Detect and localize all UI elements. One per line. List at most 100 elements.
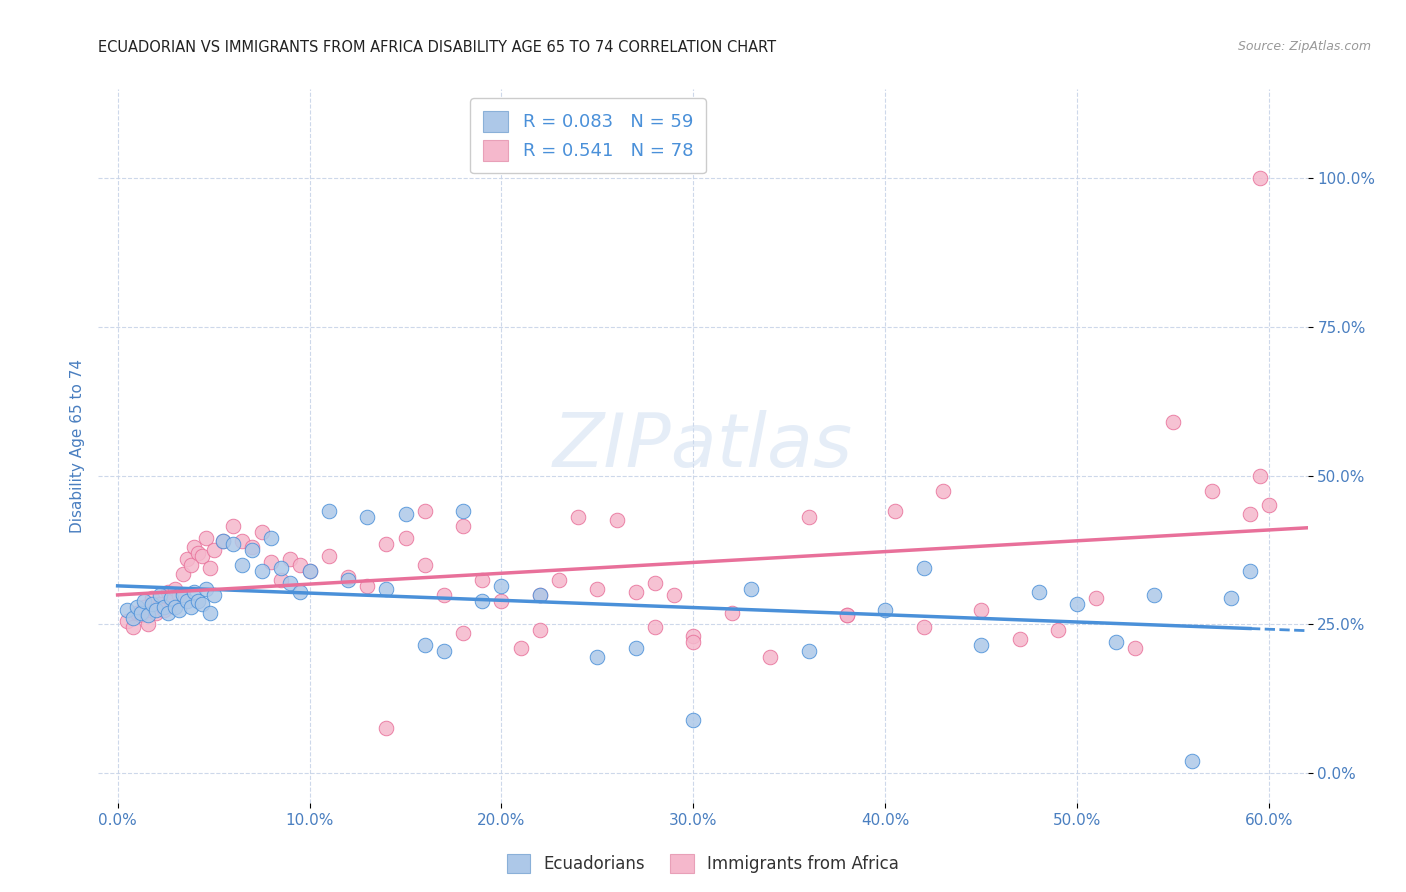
Point xyxy=(134,599,156,614)
Point xyxy=(970,602,993,616)
Point xyxy=(912,561,935,575)
Point xyxy=(740,582,762,596)
Point xyxy=(183,540,205,554)
Point xyxy=(318,504,340,518)
Point xyxy=(115,615,138,629)
Point xyxy=(280,575,302,590)
Point xyxy=(152,599,174,614)
Point xyxy=(191,597,214,611)
Point xyxy=(835,608,858,623)
Point xyxy=(260,531,283,545)
Point xyxy=(394,531,416,545)
Point xyxy=(134,593,156,607)
Point xyxy=(664,588,686,602)
Point xyxy=(375,582,398,596)
Point xyxy=(413,638,436,652)
Point xyxy=(1161,415,1184,429)
Point xyxy=(567,510,589,524)
Point xyxy=(198,606,221,620)
Point xyxy=(875,602,897,616)
Point xyxy=(1085,591,1108,605)
Point xyxy=(336,570,359,584)
Point xyxy=(1219,591,1241,605)
Point xyxy=(1249,468,1271,483)
Point xyxy=(451,519,474,533)
Point xyxy=(682,635,704,649)
Point xyxy=(1181,754,1204,768)
Point xyxy=(167,602,190,616)
Point xyxy=(129,606,152,620)
Point xyxy=(529,624,551,638)
Point xyxy=(548,573,571,587)
Point xyxy=(141,597,163,611)
Point xyxy=(270,573,292,587)
Point xyxy=(1239,508,1261,522)
Point xyxy=(172,588,194,602)
Point xyxy=(152,602,174,616)
Point xyxy=(433,644,456,658)
Point xyxy=(167,588,190,602)
Point xyxy=(529,588,551,602)
Point xyxy=(156,606,179,620)
Text: ZIPatlas: ZIPatlas xyxy=(553,410,853,482)
Point xyxy=(125,606,148,620)
Point xyxy=(136,617,159,632)
Point xyxy=(797,644,820,658)
Point xyxy=(222,519,245,533)
Point xyxy=(187,546,209,560)
Point xyxy=(720,606,742,620)
Point xyxy=(624,584,647,599)
Point xyxy=(644,620,666,634)
Point xyxy=(280,552,302,566)
Point xyxy=(884,504,907,518)
Point xyxy=(529,588,551,602)
Point xyxy=(298,564,321,578)
Point xyxy=(149,588,172,602)
Point xyxy=(932,483,955,498)
Point xyxy=(212,534,235,549)
Point xyxy=(394,508,416,522)
Point xyxy=(122,611,145,625)
Point xyxy=(288,558,311,572)
Point xyxy=(141,591,163,605)
Text: Source: ZipAtlas.com: Source: ZipAtlas.com xyxy=(1237,40,1371,54)
Point xyxy=(759,650,782,665)
Point xyxy=(194,582,217,596)
Y-axis label: Disability Age 65 to 74: Disability Age 65 to 74 xyxy=(69,359,84,533)
Point xyxy=(318,549,340,563)
Point xyxy=(298,564,321,578)
Point xyxy=(970,638,993,652)
Point xyxy=(1008,632,1031,647)
Point xyxy=(644,575,666,590)
Point xyxy=(433,588,456,602)
Text: ECUADORIAN VS IMMIGRANTS FROM AFRICA DISABILITY AGE 65 TO 74 CORRELATION CHART: ECUADORIAN VS IMMIGRANTS FROM AFRICA DIS… xyxy=(98,40,776,55)
Point xyxy=(1028,584,1050,599)
Point xyxy=(129,608,152,623)
Point xyxy=(288,584,311,599)
Point xyxy=(202,588,225,602)
Point xyxy=(1258,499,1281,513)
Point xyxy=(156,584,179,599)
Point xyxy=(356,510,378,524)
Point xyxy=(797,510,820,524)
Point xyxy=(176,593,198,607)
Point xyxy=(149,597,172,611)
Point xyxy=(176,552,198,566)
Point xyxy=(122,620,145,634)
Point xyxy=(413,558,436,572)
Point xyxy=(1047,624,1070,638)
Point xyxy=(682,713,704,727)
Point xyxy=(180,599,202,614)
Point xyxy=(451,626,474,640)
Point xyxy=(160,593,183,607)
Point xyxy=(198,561,221,575)
Point xyxy=(491,579,513,593)
Point xyxy=(912,620,935,634)
Point xyxy=(375,722,398,736)
Point xyxy=(624,641,647,656)
Point xyxy=(125,599,148,614)
Point xyxy=(1123,641,1146,656)
Point xyxy=(835,608,858,623)
Point xyxy=(491,593,513,607)
Point xyxy=(194,531,217,545)
